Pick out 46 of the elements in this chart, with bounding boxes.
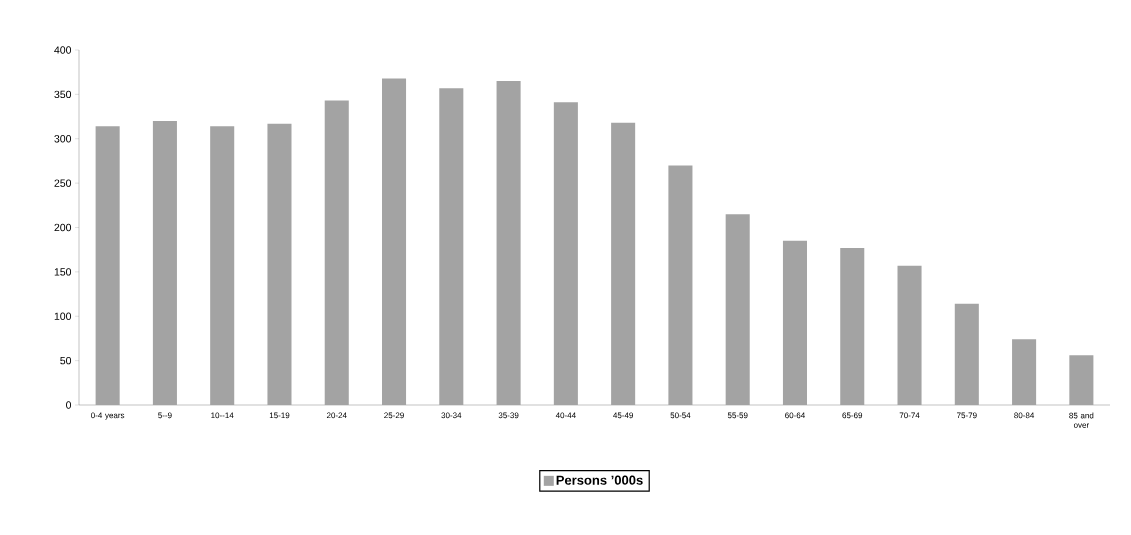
x-tick-label: 85 and over (1069, 412, 1094, 428)
y-tick-label: 0 (66, 401, 72, 409)
bar (782, 240, 807, 405)
x-tick-label: 20-24 (326, 412, 347, 419)
x-tick-label: 70-74 (899, 412, 920, 419)
x-tick-label: 45-49 (613, 412, 633, 419)
x-tick-label: 10--14 (211, 412, 234, 419)
x-tick-label: 5--9 (158, 412, 172, 419)
bar (897, 265, 922, 405)
y-tick-label: 150 (54, 268, 72, 276)
bar (382, 78, 407, 405)
x-tick-label: 65-69 (842, 412, 863, 419)
bar (840, 247, 865, 405)
x-tick-label: 55-59 (727, 412, 748, 419)
x-tick-label: 40-44 (555, 412, 576, 419)
bar (1069, 355, 1094, 405)
bar (611, 122, 636, 405)
bar (668, 165, 693, 405)
y-tick-label: 200 (54, 223, 72, 232)
bar (496, 81, 521, 405)
x-tick-label: 50-54 (670, 412, 691, 419)
bar (954, 303, 979, 405)
x-tick-label: 80-84 (1014, 412, 1035, 419)
x-tick-label: 25-29 (384, 412, 404, 419)
bar (439, 88, 464, 405)
x-tick-label: 15-19 (269, 412, 290, 419)
bar (725, 214, 750, 405)
bar (210, 126, 235, 405)
x-tick-label: 60-64 (785, 412, 805, 419)
bar (95, 126, 120, 405)
y-tick-label: 50 (60, 356, 72, 365)
bar (324, 100, 349, 405)
bar (267, 123, 292, 405)
legend-label: Persons ’000s (556, 475, 643, 485)
x-tick-label: 75-79 (956, 412, 977, 419)
y-tick-label: 100 (54, 312, 72, 320)
bar (1012, 339, 1037, 405)
x-tick-label: 30-34 (441, 412, 462, 419)
y-tick-label: 250 (54, 179, 72, 187)
x-tick-label: 35-39 (498, 412, 519, 419)
y-tick-label: 300 (54, 135, 72, 143)
x-tick-label: 0-4 years (91, 412, 125, 420)
bar (152, 121, 177, 405)
y-tick-label: 350 (54, 90, 72, 99)
bar (553, 102, 578, 405)
y-tick-label: 400 (54, 46, 72, 54)
